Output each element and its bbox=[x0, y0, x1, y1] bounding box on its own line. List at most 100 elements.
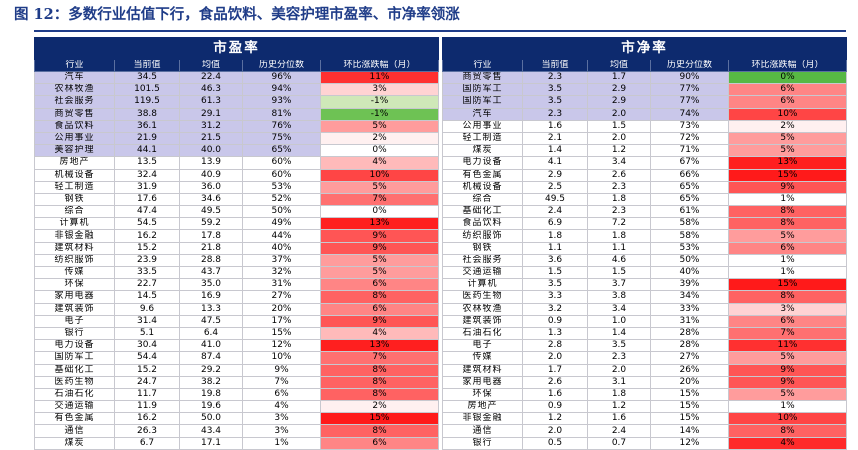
pb-cell-percentile: 14% bbox=[650, 424, 729, 438]
pe-cell-mean: 87.4 bbox=[179, 351, 243, 365]
row-gap bbox=[438, 266, 443, 279]
pe-cell-percentile: 3% bbox=[242, 424, 321, 438]
pe-cell-change: 15% bbox=[320, 412, 439, 426]
pe-cell-industry: 汽车 bbox=[34, 70, 115, 85]
pb-cell-change: 1% bbox=[728, 253, 847, 268]
pe-cell-mean: 61.3 bbox=[179, 95, 243, 109]
row-gap bbox=[438, 339, 443, 352]
pb-cell-industry: 商贸零售 bbox=[442, 70, 523, 85]
pb-cell-change: 1% bbox=[728, 192, 847, 207]
pb-cell-industry: 建筑材料 bbox=[442, 363, 523, 377]
row-gap bbox=[438, 424, 443, 438]
pb-cell-mean: 2.6 bbox=[587, 168, 651, 182]
pe-cell-percentile: 52% bbox=[242, 192, 321, 207]
pe-cell-industry: 有色金属 bbox=[34, 412, 115, 426]
pb-cell-percentile: 15% bbox=[650, 387, 729, 402]
pe-cell-current: 6.7 bbox=[114, 436, 180, 450]
pb-cell-change: 9% bbox=[728, 375, 847, 389]
pb-cell-current: 2.6 bbox=[522, 375, 588, 389]
pe-cell-percentile: 32% bbox=[242, 265, 321, 280]
pe-cell-percentile: 40% bbox=[242, 241, 321, 255]
pe-cell-mean: 13.3 bbox=[179, 302, 243, 316]
pe-cell-change: 5% bbox=[320, 265, 439, 280]
pb-cell-percentile: 15% bbox=[650, 412, 729, 426]
pb-cell-change: 2% bbox=[728, 119, 847, 133]
pb-cell-percentile: 58% bbox=[650, 229, 729, 243]
pb-cell-percentile: 53% bbox=[650, 241, 729, 255]
pe-cell-mean: 43.4 bbox=[179, 424, 243, 438]
pb-cell-current: 2.9 bbox=[522, 168, 588, 182]
pb-cell-percentile: 61% bbox=[650, 205, 729, 219]
pb-cell-industry: 环保 bbox=[442, 387, 523, 402]
pb-cell-industry: 综合 bbox=[442, 192, 523, 207]
pe-cell-current: 36.1 bbox=[114, 119, 180, 133]
pb-cell-current: 3.2 bbox=[522, 302, 588, 316]
pb-cell-current: 49.5 bbox=[522, 192, 588, 207]
pe-cell-mean: 40.9 bbox=[179, 168, 243, 182]
pb-cell-industry: 公用事业 bbox=[442, 119, 523, 133]
table-row: 国防军工 54.4 87.4 10% 7% 传媒 2.0 2.3 27% 5% bbox=[34, 351, 847, 365]
pe-cell-current: 31.9 bbox=[114, 180, 180, 194]
pb-cell-percentile: 31% bbox=[650, 314, 729, 328]
pe-cell-mean: 16.9 bbox=[179, 290, 243, 304]
pe-cell-change: 0% bbox=[320, 144, 439, 158]
row-gap bbox=[438, 412, 443, 425]
pb-cell-current: 1.4 bbox=[522, 144, 588, 158]
pb-cell-mean: 1.1 bbox=[587, 241, 651, 255]
table-row: 综合 47.4 49.5 50% 0% 基础化工 2.4 2.3 61% 8% bbox=[34, 205, 847, 219]
pe-cell-percentile: 31% bbox=[242, 278, 321, 292]
row-gap bbox=[438, 169, 443, 182]
table-row: 电子 31.4 47.5 17% 9% 建筑装饰 0.9 1.0 31% 6% bbox=[34, 314, 847, 328]
table-row: 汽车 34.5 22.4 96% 11% 商贸零售 2.3 1.7 90% 0% bbox=[34, 70, 847, 85]
pe-cell-mean: 31.2 bbox=[179, 119, 243, 133]
pb-cell-percentile: 20% bbox=[650, 375, 729, 389]
pe-cell-industry: 公用事业 bbox=[34, 131, 115, 146]
pb-cell-current: 0.9 bbox=[522, 400, 588, 414]
pb-cell-change: 6% bbox=[728, 83, 847, 97]
pe-cell-current: 33.5 bbox=[114, 265, 180, 280]
pe-cell-mean: 50.0 bbox=[179, 412, 243, 426]
pe-cell-mean: 35.0 bbox=[179, 278, 243, 292]
pe-cell-percentile: 53% bbox=[242, 180, 321, 194]
table-row: 食品饮料 36.1 31.2 76% 5% 公用事业 1.6 1.5 73% 2% bbox=[34, 119, 847, 133]
pb-cell-change: 7% bbox=[728, 326, 847, 341]
row-gap bbox=[438, 229, 443, 243]
pe-cell-current: 101.5 bbox=[114, 83, 180, 97]
pb-cell-industry: 石油石化 bbox=[442, 326, 523, 341]
pb-cell-mean: 3.7 bbox=[587, 278, 651, 292]
pe-cell-current: 34.5 bbox=[114, 70, 180, 85]
pe-cell-mean: 49.5 bbox=[179, 205, 243, 219]
pb-cell-industry: 通信 bbox=[442, 424, 523, 438]
table-row: 有色金属 16.2 50.0 3% 15% 非银金融 1.2 1.6 15% 10% bbox=[34, 412, 847, 426]
pe-cell-current: 15.2 bbox=[114, 363, 180, 377]
pb-cell-industry: 国防军工 bbox=[442, 83, 523, 97]
pb-cell-percentile: 40% bbox=[650, 265, 729, 280]
row-gap bbox=[438, 400, 443, 413]
pe-cell-mean: 41.0 bbox=[179, 339, 243, 353]
pe-section-label: 市盈率 bbox=[34, 37, 439, 60]
pb-cell-current: 2.5 bbox=[522, 180, 588, 194]
pe-cell-change: 10% bbox=[320, 168, 439, 182]
table-row: 公用事业 21.9 21.5 75% 2% 轻工制造 2.1 2.0 72% 5% bbox=[34, 131, 847, 146]
pb-cell-mean: 1.2 bbox=[587, 400, 651, 414]
pe-cell-change: 2% bbox=[320, 400, 439, 414]
pb-cell-industry: 钢铁 bbox=[442, 241, 523, 255]
pe-cell-change: 8% bbox=[320, 424, 439, 438]
valuation-table: 市盈率 市净率 行业 当前值 均值 历史分位数 环比涨跌幅（月） 行业 当前值 … bbox=[34, 37, 847, 450]
table-row: 传媒 33.5 43.7 32% 5% 交通运输 1.5 1.5 40% 1% bbox=[34, 265, 847, 280]
pb-cell-mean: 3.5 bbox=[587, 339, 651, 353]
pb-cell-current: 1.1 bbox=[522, 241, 588, 255]
pb-cell-percentile: 33% bbox=[650, 302, 729, 316]
pb-cell-mean: 2.3 bbox=[587, 205, 651, 219]
pb-cell-current: 1.5 bbox=[522, 265, 588, 280]
pb-cell-current: 1.6 bbox=[522, 119, 588, 133]
pb-cell-current: 1.3 bbox=[522, 326, 588, 341]
pe-cell-percentile: 93% bbox=[242, 95, 321, 109]
pb-cell-percentile: 65% bbox=[650, 180, 729, 194]
row-gap bbox=[438, 290, 443, 304]
pb-cell-current: 1.7 bbox=[522, 363, 588, 377]
section-gap bbox=[438, 37, 443, 60]
pb-cell-mean: 2.9 bbox=[587, 83, 651, 97]
pe-cell-percentile: 65% bbox=[242, 144, 321, 158]
pe-cell-current: 30.4 bbox=[114, 339, 180, 353]
